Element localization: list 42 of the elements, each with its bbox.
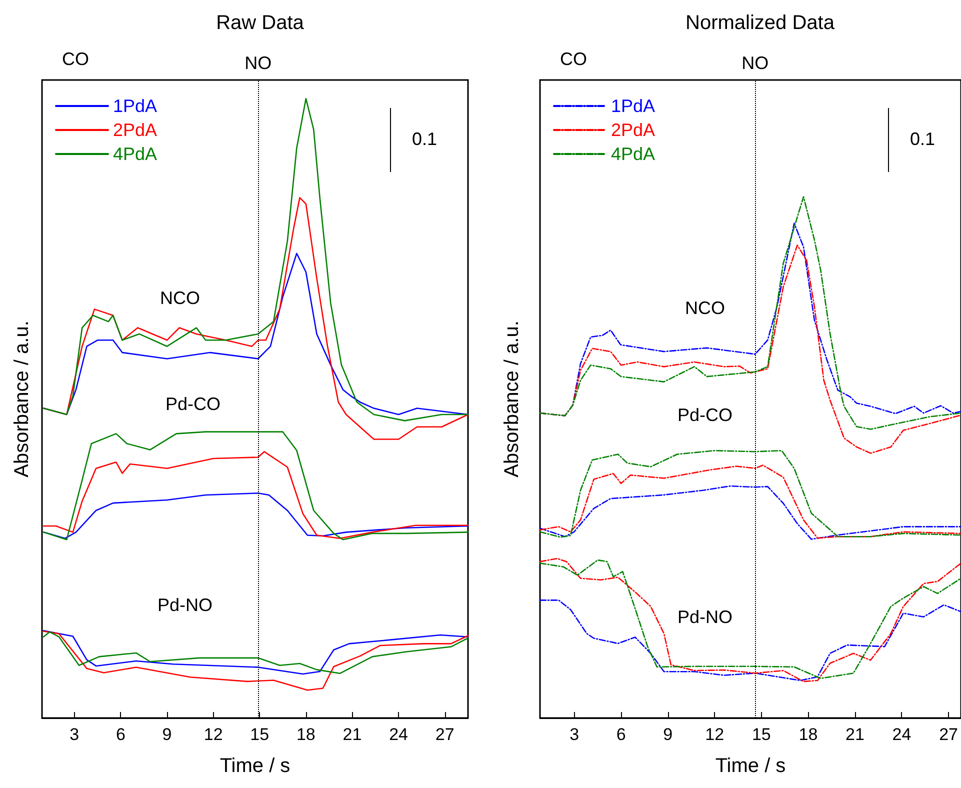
x-tick-label: 12 (705, 725, 724, 744)
legend-label: 2PdA (611, 120, 656, 140)
x-tick-label: 3 (70, 725, 80, 744)
ref-line-label: NO (244, 53, 272, 73)
x-axis-title: Time / s (715, 755, 786, 777)
x-tick-label: 3 (570, 725, 580, 744)
x-tick-label: 15 (250, 725, 270, 744)
ref-line-label: NO (742, 53, 769, 73)
x-tick-label: 27 (939, 725, 958, 744)
annotation: Pd-NO (157, 595, 213, 615)
legend-label: 4PdA (611, 144, 656, 164)
annotation: NCO (685, 298, 725, 318)
text: CO (62, 49, 89, 69)
text: 0.1 (910, 129, 936, 149)
annotation: Pd-NO (677, 607, 733, 627)
x-tick-label: 27 (435, 725, 454, 744)
legend-label: 1PdA (113, 96, 158, 116)
x-tick-label: 21 (342, 725, 362, 744)
x-tick-label: 24 (892, 725, 912, 744)
annotation: Pd-CO (677, 405, 733, 425)
x-tick-label: 9 (162, 725, 172, 744)
x-tick-label: 18 (296, 725, 316, 744)
x-tick-label: 6 (116, 725, 126, 744)
y-axis-title: Absorbance / a.u. (11, 320, 33, 478)
x-tick-label: 9 (663, 725, 673, 744)
y-axis-title: Absorbance / a.u. (501, 320, 523, 478)
legend-label: 2PdA (113, 120, 158, 140)
legend-label: 1PdA (611, 96, 656, 116)
x-tick-label: 15 (752, 725, 771, 744)
x-tick-label: 24 (389, 725, 408, 744)
x-axis-title: Time / s (220, 755, 290, 777)
chart-title: Raw Data (216, 12, 305, 34)
x-tick-label: 12 (204, 725, 223, 744)
x-tick-label: 18 (798, 725, 818, 744)
x-tick-label: 6 (616, 725, 626, 744)
annotation: NCO (160, 288, 200, 308)
x-tick-label: 21 (846, 725, 864, 744)
legend-label: 4PdA (113, 144, 158, 164)
annotation: Pd-CO (165, 394, 221, 414)
text: CO (560, 49, 587, 69)
chart-title: Normalized Data (686, 12, 836, 34)
annotation: 0.1 (412, 129, 438, 149)
